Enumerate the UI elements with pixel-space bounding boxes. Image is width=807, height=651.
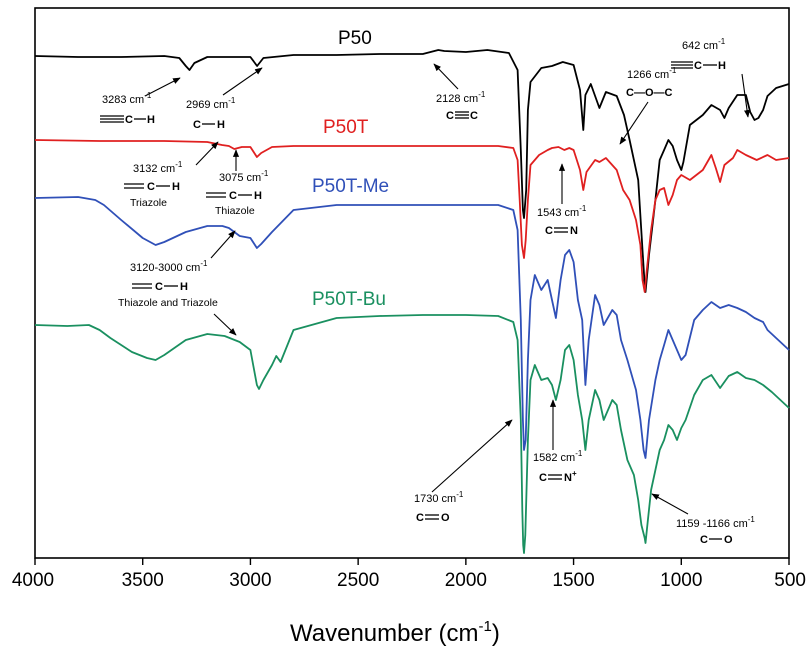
ann-1266-num: 1266 cm	[627, 69, 669, 81]
series-label-P50T-Bu: P50T-Bu	[312, 289, 386, 310]
x-tick-label-1000: 1000	[660, 570, 702, 591]
ann-2969-sup: -1	[228, 96, 236, 105]
ann-3075-h: H	[254, 190, 262, 202]
ann-1582-c: C	[539, 472, 547, 484]
ann-3283-num: 3283 cm	[102, 94, 144, 106]
svg-text:2969 cm-1: 2969 cm-1	[186, 96, 236, 111]
annotation-1543: 1543 cm-1 C N	[537, 163, 587, 237]
ann-1543-num: 1543 cm	[537, 207, 579, 219]
annotation-1582: 1582 cm-1 C N+	[533, 399, 583, 484]
ann-2969-h: H	[217, 119, 225, 131]
x-tick-label-4000: 4000	[12, 570, 54, 591]
ann-3132-sup: -1	[175, 160, 183, 169]
ann-1582-n: N+	[564, 469, 577, 484]
svg-text:2128 cm-1: 2128 cm-1	[436, 90, 486, 105]
ann-1159-c: C	[700, 534, 708, 546]
ann-3120-h: H	[180, 281, 188, 293]
annotation-642: 642 cm-1 C H	[671, 37, 751, 118]
ann-3132-c: C	[147, 181, 155, 193]
ann-3283-c: C	[125, 114, 133, 126]
ann-1543-sup: -1	[579, 204, 587, 213]
series-label-P50T: P50T	[323, 117, 369, 138]
ann-2128-num: 2128 cm	[436, 93, 478, 105]
annotation-3132: 3132 cm-1 C H Triazole	[124, 141, 219, 209]
x-axis-title-sup: -1	[478, 618, 491, 635]
ann-1159-num: 1159 -1166 cm	[676, 518, 748, 530]
series-line-P50T-Me	[34, 196, 790, 459]
ann-1543-c: C	[545, 225, 553, 237]
ann-1159-o: O	[724, 534, 733, 546]
ann-1730-c: C	[416, 512, 424, 524]
svg-text:1543 cm-1: 1543 cm-1	[537, 204, 587, 219]
ann-3120-num: 3120-3000 cm	[130, 262, 200, 274]
ann-642-sup: -1	[718, 37, 726, 46]
ann-1543-n: N	[570, 225, 578, 237]
ann-3283-sup: -1	[144, 91, 152, 100]
svg-text:3120-3000 cm-1: 3120-3000 cm-1	[130, 259, 208, 274]
annotation-1159-1166: 1159 -1166 cm-1 C O	[651, 493, 755, 546]
ann-3075-num: 3075 cm	[219, 172, 261, 184]
series-line-P50T-Bu	[34, 314, 790, 554]
annotation-3075: 3075 cm-1 C H Thiazole	[206, 149, 269, 217]
x-axis-title-main: Wavenumber (cm	[290, 620, 478, 647]
annotation-2969: 2969 cm-1 C H	[186, 67, 263, 131]
ann-2969-num: 2969 cm	[186, 99, 228, 111]
series-line-P50	[34, 49, 790, 293]
ann-3132-num: 3132 cm	[133, 163, 175, 175]
ann-3075-sup: -1	[261, 169, 269, 178]
series-label-P50T-Me: P50T-Me	[312, 176, 389, 197]
ann-2128-c2: C	[470, 110, 478, 122]
ann-1159-sup: -1	[748, 515, 756, 524]
x-tick-label-3000: 3000	[229, 570, 271, 591]
ann-642-h: H	[718, 60, 726, 72]
x-axis-ticks: 4000 3500 3000 2500 2000 1500 1000 500	[12, 558, 806, 591]
x-tick-label-500: 500	[774, 570, 806, 591]
x-axis-title: Wavenumber (cm-1)	[290, 618, 500, 647]
plot-frame	[34, 7, 790, 559]
annotation-3120-3000: 3120-3000 cm-1 C H Thiazole and Triazole	[118, 230, 237, 336]
ann-3120-c: C	[155, 281, 163, 293]
annotation-3283: 3283 cm-1 C H	[100, 77, 181, 126]
x-tick-label-1500: 1500	[552, 570, 594, 591]
svg-text:1582 cm-1: 1582 cm-1	[533, 449, 583, 464]
ann-642-c: C	[694, 60, 702, 72]
svg-text:1266 cm-1: 1266 cm-1	[627, 66, 677, 81]
series-line-P50T	[34, 139, 790, 293]
x-tick-label-3500: 3500	[122, 570, 164, 591]
ann-3120-sub: Thiazole and Triazole	[118, 297, 218, 309]
ann-3075-sub: Thiazole	[215, 205, 255, 217]
ann-3075-c: C	[229, 190, 237, 202]
ann-642-num: 642 cm	[682, 40, 718, 52]
annotation-1266: 1266 cm-1 C—O—C	[619, 66, 677, 145]
series-label-P50: P50	[338, 28, 372, 49]
svg-text:3283 cm-1: 3283 cm-1	[102, 91, 152, 106]
ann-2969-c: C	[193, 119, 201, 131]
ann-3120-sup: -1	[200, 259, 208, 268]
svg-text:3132 cm-1: 3132 cm-1	[133, 160, 183, 175]
svg-text:1730 cm-1: 1730 cm-1	[414, 490, 464, 505]
x-tick-label-2500: 2500	[337, 570, 379, 591]
x-tick-label-2000: 2000	[445, 570, 487, 591]
ann-1266-sup: -1	[669, 66, 677, 75]
ann-1730-num: 1730 cm	[414, 493, 456, 505]
ann-1730-sup: -1	[456, 490, 464, 499]
ann-1582-num: 1582 cm	[533, 452, 575, 464]
ann-3132-h: H	[172, 181, 180, 193]
series-layer	[34, 49, 790, 554]
svg-text:1159 -1166 cm-1: 1159 -1166 cm-1	[676, 515, 755, 530]
ann-1266-bond: C—O—C	[626, 87, 673, 99]
annotation-1730: 1730 cm-1 C O	[414, 419, 513, 524]
x-axis-title-close: )	[492, 620, 500, 647]
ann-2128-c1: C	[446, 110, 454, 122]
svg-text:3075 cm-1: 3075 cm-1	[219, 169, 269, 184]
ann-3132-sub: Triazole	[130, 197, 167, 209]
annotation-2128: 2128 cm-1 C C	[433, 63, 486, 122]
ann-2128-sup: -1	[478, 90, 486, 99]
ann-1582-sup: -1	[575, 449, 583, 458]
ann-3283-h: H	[147, 114, 155, 126]
svg-text:642 cm-1: 642 cm-1	[682, 37, 726, 52]
ann-1730-o: O	[441, 512, 450, 524]
